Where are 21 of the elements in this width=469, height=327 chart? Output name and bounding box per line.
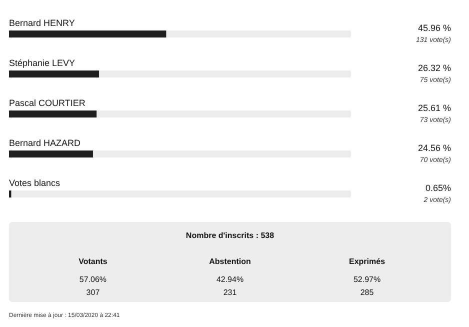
y-tick-label: Stéphanie LEVY	[9, 58, 76, 68]
text: 285	[360, 288, 374, 297]
text: 42.94%	[216, 275, 244, 284]
text: 57.06%	[79, 275, 107, 284]
y-tick-label: Votes blancs	[9, 178, 61, 188]
data-label: 0.65%	[425, 183, 451, 193]
text: 307	[86, 288, 100, 297]
text: Nombre d'inscrits : 538	[186, 231, 275, 240]
data-label: 25.61 %	[418, 103, 451, 113]
text: Abstention	[209, 257, 251, 266]
bar	[9, 150, 93, 158]
text: Votants	[78, 257, 108, 266]
data-label: 45.96 %	[418, 23, 451, 33]
text: 231	[223, 288, 238, 297]
data-label: 24.56 %	[418, 143, 451, 153]
y-tick-label: Bernard HENRY	[9, 18, 75, 28]
data-label: 26.32 %	[418, 63, 451, 73]
y-tick-label: Bernard HAZARD	[9, 138, 82, 148]
text: 52.97%	[353, 275, 381, 284]
y-tick-label: Pascal COURTIER	[9, 98, 86, 108]
text: Exprimés	[349, 257, 386, 266]
